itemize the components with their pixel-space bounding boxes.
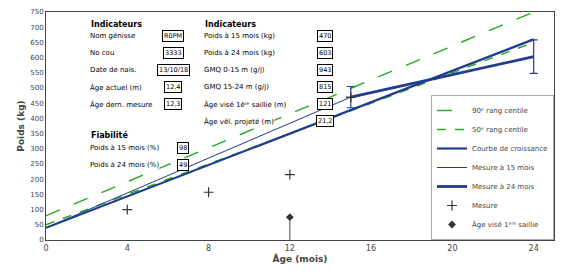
svg-text:8: 8 — [206, 244, 211, 253]
svg-text:470: 470 — [319, 32, 331, 40]
svg-text:750: 750 — [30, 8, 43, 16]
svg-text:200: 200 — [30, 176, 43, 184]
svg-text:550: 550 — [30, 69, 43, 77]
svg-text:Âge visé 1ᵉʳᵉ saillie: Âge visé 1ᵉʳᵉ saillie — [472, 220, 538, 229]
svg-text:R0PM: R0PM — [164, 32, 182, 40]
svg-text:Nom génisse: Nom génisse — [90, 32, 135, 40]
svg-text:3333: 3333 — [165, 49, 182, 57]
svg-text:Indicateurs: Indicateurs — [205, 20, 256, 29]
svg-text:Poids à 15 mois (kg): Poids à 15 mois (kg) — [204, 32, 275, 40]
svg-text:Poids à 24 mois (kg): Poids à 24 mois (kg) — [204, 49, 275, 57]
svg-text:Âge vêl. projeté (m): Âge vêl. projeté (m) — [204, 117, 274, 126]
svg-text:Fiabilité: Fiabilité — [91, 130, 128, 140]
svg-text:24: 24 — [529, 244, 539, 253]
svg-text:Indicateurs: Indicateurs — [91, 20, 142, 29]
svg-text:300: 300 — [30, 145, 43, 153]
svg-text:Mesure à 15 mois: Mesure à 15 mois — [472, 164, 534, 172]
svg-text:700: 700 — [30, 24, 43, 32]
svg-text:GMQ 15-24 m (g/j): GMQ 15-24 m (g/j) — [204, 83, 269, 91]
svg-text:90ᵉ rang centile: 90ᵉ rang centile — [472, 107, 528, 115]
svg-text:Mesure à 24 mois: Mesure à 24 mois — [472, 183, 534, 191]
svg-text:12: 12 — [285, 244, 295, 253]
svg-text:No cou: No cou — [90, 49, 114, 57]
svg-text:100: 100 — [30, 206, 43, 214]
svg-text:GMQ 0-15 m (g/j): GMQ 0-15 m (g/j) — [204, 66, 265, 74]
svg-text:Poids à 15 mois (%): Poids à 15 mois (%) — [90, 144, 159, 152]
svg-text:250: 250 — [30, 160, 43, 168]
svg-text:Poids (kg): Poids (kg) — [16, 100, 26, 151]
svg-text:98: 98 — [179, 144, 187, 152]
svg-text:Âge actuel (m): Âge actuel (m) — [90, 83, 142, 92]
svg-text:Date de nais.: Date de nais. — [90, 66, 136, 74]
svg-text:Âge visé 1èʳᵉ saillie (m): Âge visé 1èʳᵉ saillie (m) — [204, 100, 287, 109]
svg-text:13/10/18: 13/10/18 — [159, 66, 188, 74]
svg-text:815: 815 — [319, 83, 331, 91]
svg-text:Courbe de croissance: Courbe de croissance — [472, 145, 547, 153]
svg-text:603: 603 — [319, 49, 331, 57]
svg-text:350: 350 — [30, 130, 43, 138]
svg-text:150: 150 — [30, 191, 43, 199]
svg-text:Âge (mois): Âge (mois) — [273, 253, 328, 264]
svg-text:50: 50 — [35, 221, 44, 229]
svg-text:21,2: 21,2 — [318, 117, 332, 125]
svg-text:650: 650 — [30, 39, 43, 47]
svg-text:Poids à 24 mois (%): Poids à 24 mois (%) — [90, 161, 159, 169]
svg-text:400: 400 — [30, 115, 43, 123]
svg-text:20: 20 — [447, 244, 457, 253]
svg-text:4: 4 — [125, 244, 130, 253]
svg-text:Mesure: Mesure — [472, 202, 497, 210]
svg-text:16: 16 — [366, 244, 376, 253]
svg-text:600: 600 — [30, 54, 43, 62]
svg-text:49: 49 — [179, 161, 187, 169]
svg-text:Âge dern. mesure: Âge dern. mesure — [90, 100, 152, 109]
svg-text:12,3: 12,3 — [166, 100, 180, 108]
svg-text:0: 0 — [39, 236, 43, 244]
svg-text:12,4: 12,4 — [166, 83, 180, 91]
svg-text:500: 500 — [30, 84, 43, 92]
svg-text:943: 943 — [319, 66, 331, 74]
svg-text:0: 0 — [43, 244, 48, 253]
svg-text:450: 450 — [30, 100, 43, 108]
svg-text:50ᵉ rang centile: 50ᵉ rang centile — [472, 126, 528, 134]
svg-text:121: 121 — [319, 100, 331, 108]
